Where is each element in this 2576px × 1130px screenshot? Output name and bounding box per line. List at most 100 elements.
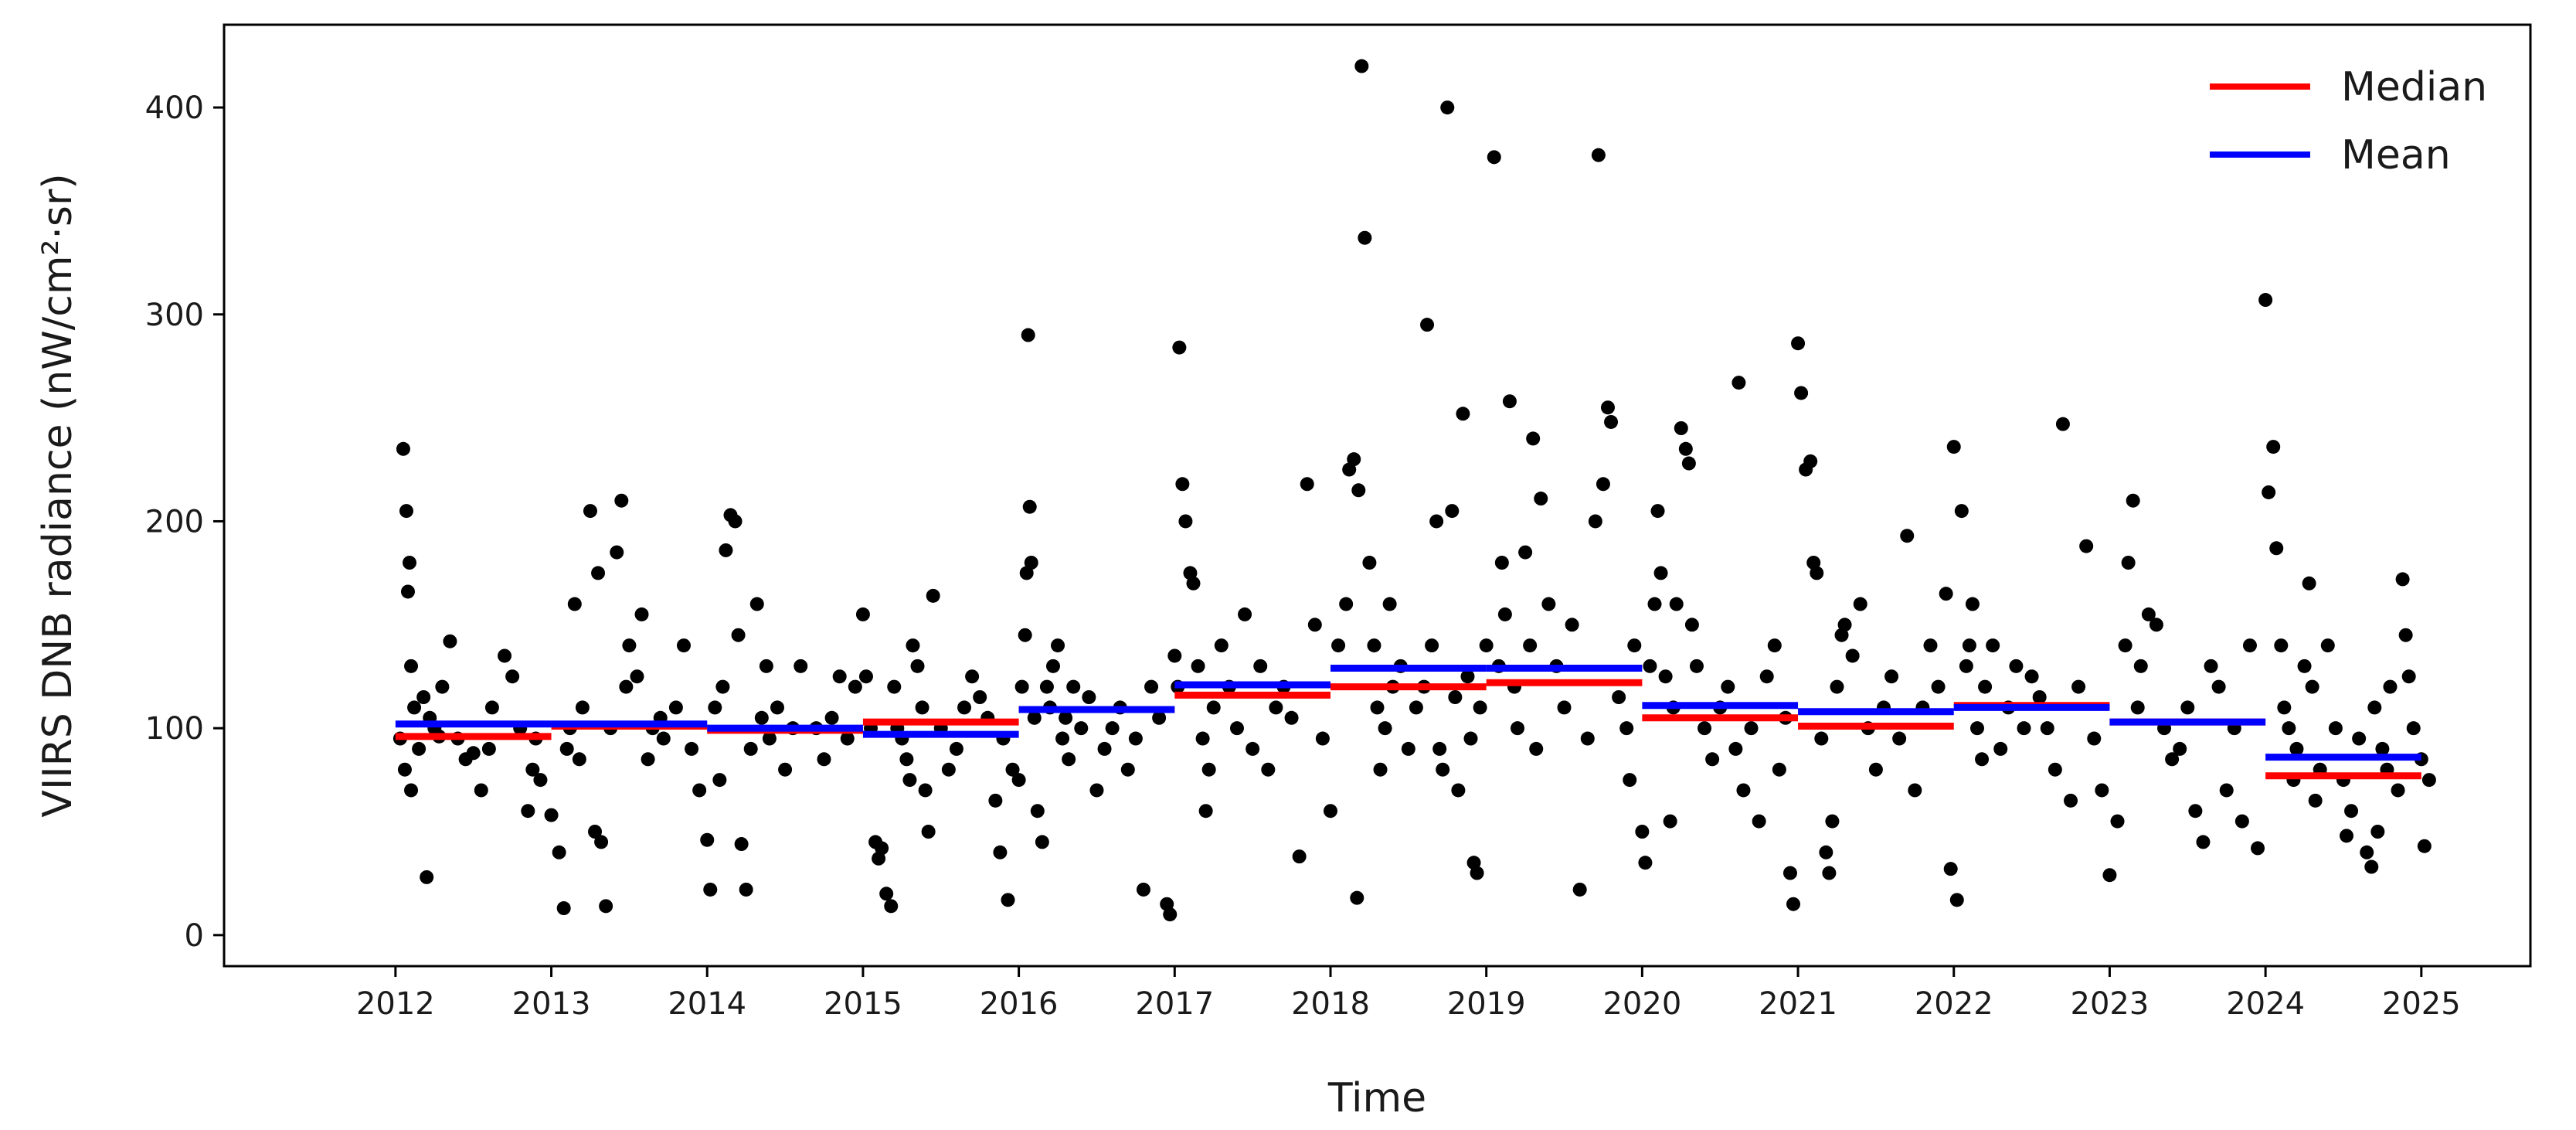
data-point [778, 762, 793, 777]
data-point [1523, 638, 1538, 653]
data-point [575, 700, 590, 715]
data-point [610, 545, 624, 560]
data-point [2234, 814, 2249, 829]
data-point [1062, 752, 1076, 767]
data-point [2110, 814, 2125, 829]
data-point [668, 700, 683, 715]
data-point [1986, 638, 2000, 653]
data-point [2277, 700, 2292, 715]
data-point [926, 588, 940, 603]
data-point [1198, 804, 1213, 819]
data-point [1097, 741, 1112, 756]
data-point [1526, 431, 1541, 446]
data-point [1619, 721, 1634, 736]
data-point [505, 669, 520, 684]
data-point [1689, 659, 1704, 673]
data-point [1965, 597, 1980, 611]
y-tick-label: 200 [145, 504, 204, 539]
data-point [466, 746, 481, 761]
data-point [1494, 556, 1509, 570]
x-tick-label: 2012 [356, 986, 435, 1022]
data-point [676, 638, 691, 653]
data-point [1354, 59, 1369, 73]
data-point [1736, 783, 1751, 798]
data-point [1970, 721, 1985, 736]
data-point [1534, 492, 1548, 506]
data-point [1018, 628, 1032, 642]
data-point [1144, 679, 1159, 694]
data-point [921, 825, 936, 839]
data-point [1307, 618, 1322, 632]
data-point [2328, 721, 2343, 736]
data-point [1892, 731, 1907, 746]
data-point [1565, 618, 1579, 632]
data-point [2071, 679, 2086, 694]
data-point [824, 710, 839, 725]
data-point [1269, 700, 1283, 715]
data-point [858, 669, 873, 684]
data-point [1167, 648, 1182, 663]
data-point [1238, 607, 1252, 621]
data-point [2251, 841, 2265, 856]
data-point [1401, 741, 1415, 756]
data-point [567, 597, 582, 611]
data-point [2196, 835, 2211, 849]
data-point [887, 679, 902, 694]
x-tick-label: 2013 [512, 986, 591, 1022]
data-point [1024, 556, 1038, 570]
data-point [1019, 566, 1034, 580]
data-point [591, 566, 606, 580]
data-point [703, 882, 718, 897]
data-point [1658, 669, 1673, 684]
data-point [1082, 690, 1096, 704]
data-point [1588, 514, 1602, 529]
x-tick-label: 2022 [1915, 986, 1993, 1022]
data-point [1541, 597, 1556, 611]
data-point [2017, 721, 2031, 736]
data-point [407, 700, 422, 715]
data-point [1759, 669, 1774, 684]
data-point [1436, 762, 1450, 777]
data-point [481, 741, 496, 756]
data-point [2126, 493, 2140, 508]
data-point [1292, 849, 1307, 864]
data-point [656, 731, 671, 746]
data-point [1456, 407, 1470, 421]
data-point [2370, 825, 2385, 839]
data-point [1845, 648, 1860, 663]
data-point [762, 731, 777, 746]
data-point [708, 700, 722, 715]
data-point [533, 773, 548, 788]
data-point [1089, 783, 1104, 798]
data-point [1429, 514, 1444, 529]
data-point [700, 832, 715, 847]
data-point [1473, 700, 1487, 715]
data-point [1511, 721, 1525, 736]
plot-frame [223, 23, 2532, 968]
data-point [2391, 783, 2405, 798]
data-point [1946, 440, 1961, 454]
data-point [2269, 541, 2284, 556]
data-point [1136, 882, 1150, 897]
data-point [1175, 477, 1190, 492]
data-point [1810, 566, 1824, 580]
data-point [420, 870, 434, 884]
data-point [525, 762, 540, 777]
data-point [1900, 529, 1915, 543]
data-point [794, 659, 808, 673]
data-point [2401, 669, 2416, 684]
data-point [1014, 679, 1029, 694]
data-point [1373, 762, 1388, 777]
data-point [692, 783, 707, 798]
data-point [1382, 597, 1397, 611]
data-point [712, 773, 727, 788]
data-point [1253, 659, 1268, 673]
data-point [899, 752, 914, 767]
data-point [1975, 752, 1990, 767]
data-point [484, 700, 499, 715]
data-point [2406, 721, 2421, 736]
data-point [1684, 618, 1699, 632]
x-tick-label: 2024 [2226, 986, 2305, 1022]
data-point [521, 804, 535, 819]
data-point [770, 700, 784, 715]
